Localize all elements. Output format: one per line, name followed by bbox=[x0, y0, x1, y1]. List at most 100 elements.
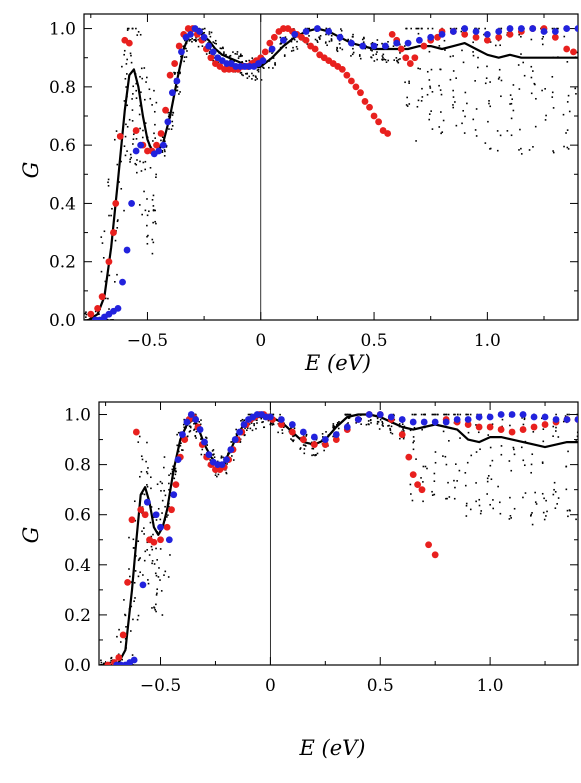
ensemble-dot bbox=[138, 435, 141, 438]
ensemble-dot bbox=[553, 488, 555, 491]
ensemble-dot bbox=[431, 128, 434, 130]
ensemble-dot bbox=[381, 59, 384, 61]
ensemble-dot bbox=[346, 413, 348, 416]
data-point bbox=[495, 33, 503, 41]
ensemble-dot bbox=[462, 109, 464, 112]
ensemble-dot bbox=[532, 70, 534, 72]
ensemble-dot bbox=[274, 62, 276, 64]
ensemble-dot bbox=[168, 488, 170, 491]
data-point bbox=[472, 28, 480, 35]
data-point bbox=[387, 413, 395, 421]
ensemble-dot bbox=[107, 184, 110, 187]
ensemble-dot bbox=[478, 27, 480, 30]
ensemble-dot bbox=[417, 32, 420, 35]
ensemble-dot bbox=[209, 35, 212, 38]
data-point bbox=[393, 39, 401, 47]
ensemble-dot bbox=[231, 455, 233, 457]
ensemble-dot bbox=[510, 517, 512, 519]
ensemble-dot bbox=[159, 518, 162, 521]
ensemble-dot bbox=[104, 280, 107, 283]
ensemble-dot bbox=[269, 423, 272, 426]
ensemble-dot bbox=[152, 194, 155, 197]
ensemble-dot bbox=[155, 519, 158, 521]
y-tick-label: 0.8 bbox=[64, 456, 91, 476]
ensemble-dot bbox=[270, 422, 273, 425]
ensemble-dot bbox=[464, 484, 467, 487]
ensemble-dot bbox=[316, 41, 319, 43]
ensemble-dot bbox=[143, 559, 146, 562]
ensemble-dot bbox=[530, 463, 533, 466]
data-point bbox=[517, 25, 525, 32]
ensemble-dot bbox=[382, 425, 384, 427]
y-tick-label: 0.6 bbox=[49, 136, 76, 156]
ensemble-dot bbox=[336, 423, 338, 426]
ensemble-dot bbox=[271, 52, 273, 54]
ensemble-dot bbox=[497, 485, 499, 488]
ensemble-dot bbox=[381, 424, 384, 426]
ensemble-dot bbox=[405, 104, 408, 106]
data-point bbox=[365, 411, 373, 418]
data-point bbox=[277, 416, 285, 423]
ensemble-dot bbox=[475, 500, 477, 503]
ensemble-dot bbox=[552, 493, 555, 496]
ensemble-dot bbox=[436, 413, 438, 416]
ensemble-dot bbox=[139, 75, 141, 78]
ensemble-dot bbox=[293, 427, 296, 430]
data-point bbox=[166, 71, 174, 79]
ensemble-dot bbox=[195, 437, 197, 439]
ensemble-dot bbox=[428, 113, 431, 115]
y-tick-label: 0.2 bbox=[64, 606, 91, 626]
ensemble-dot bbox=[136, 171, 138, 174]
ensemble-dot bbox=[308, 35, 310, 37]
ensemble-dot bbox=[409, 483, 412, 486]
ensemble-dot bbox=[232, 51, 234, 53]
ensemble-dot bbox=[381, 421, 384, 423]
ensemble-dot bbox=[283, 55, 286, 57]
ensemble-dot bbox=[141, 530, 143, 533]
ensemble-dot bbox=[153, 563, 156, 565]
data-point bbox=[261, 48, 269, 56]
ensemble-dot bbox=[449, 55, 452, 58]
ensemble-dot bbox=[402, 428, 404, 431]
data-point bbox=[259, 57, 267, 65]
ensemble-dot bbox=[509, 94, 512, 96]
ensemble-dot bbox=[155, 176, 157, 179]
ensemble-dot bbox=[509, 515, 512, 517]
data-point bbox=[150, 538, 158, 546]
ensemble-dot bbox=[133, 547, 135, 549]
ensemble-dot bbox=[132, 85, 135, 88]
ensemble-dot bbox=[332, 423, 335, 425]
ensemble-dot bbox=[171, 125, 174, 127]
ensemble-dot bbox=[554, 491, 557, 493]
ensemble-dot bbox=[129, 575, 131, 578]
ensemble-dot bbox=[132, 138, 135, 141]
ensemble-dot bbox=[213, 456, 216, 459]
ensemble-dot bbox=[420, 100, 423, 102]
data-point bbox=[405, 453, 413, 461]
ensemble-dot bbox=[170, 472, 172, 475]
ensemble-dot bbox=[568, 110, 571, 113]
data-point bbox=[321, 436, 329, 443]
ensemble-dot bbox=[272, 57, 275, 59]
ensemble-dot bbox=[397, 58, 400, 61]
ensemble-dot bbox=[181, 449, 183, 451]
data-point bbox=[406, 60, 414, 67]
ensemble-dot bbox=[577, 115, 578, 118]
ensemble-dot bbox=[433, 493, 436, 496]
ensemble-dot bbox=[453, 497, 456, 500]
data-point bbox=[375, 118, 382, 126]
ensemble-dot bbox=[163, 574, 165, 576]
ensemble-dot bbox=[378, 428, 381, 430]
data-point bbox=[529, 25, 537, 32]
ensemble-dot bbox=[131, 654, 134, 656]
ensemble-dot bbox=[449, 78, 452, 81]
ensemble-dot bbox=[542, 511, 545, 514]
ensemble-dot bbox=[457, 413, 459, 416]
ensemble-dot bbox=[348, 413, 350, 416]
ensemble-dot bbox=[501, 418, 504, 421]
data-point bbox=[288, 428, 296, 436]
ensemble-dot bbox=[178, 450, 180, 453]
ensemble-dot bbox=[168, 505, 170, 508]
ensemble-dot bbox=[332, 435, 334, 438]
ensemble-dot bbox=[375, 53, 378, 56]
